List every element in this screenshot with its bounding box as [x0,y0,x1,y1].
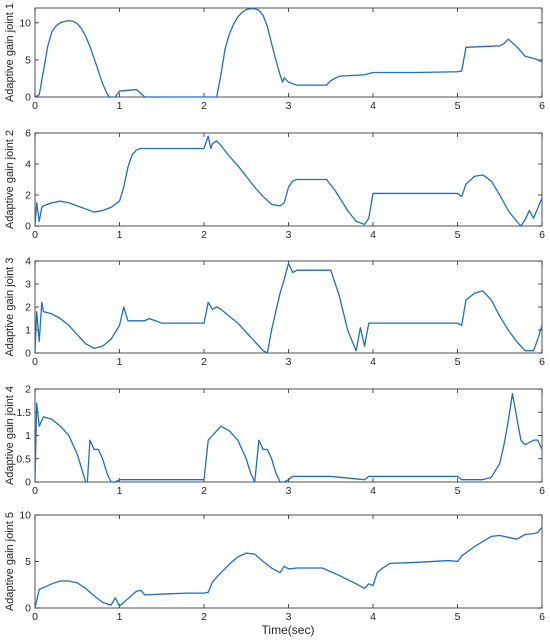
y-axis-label: Adaptive gain joint 3 [4,257,16,356]
y-axis-label: Adaptive gain joint 4 [4,386,16,485]
y-axis-label: Adaptive gain joint 2 [4,130,16,229]
series-line-joint-5 [34,526,543,609]
y-tick-label: 0 [25,92,31,104]
y-tick-label: 1 [25,325,31,337]
y-axis-label: Adaptive gain joint 1 [4,3,16,102]
y-tick-label: 5 [25,54,31,66]
x-tick-label: 2 [201,485,207,497]
x-tick-label: 2 [201,229,207,241]
series-line-joint-3 [34,262,543,354]
y-tick-label: 4 [25,256,31,268]
y-tick-label: 2 [25,384,31,396]
x-tick-label: 5 [455,100,461,112]
x-tick-label: 1 [117,356,123,368]
y-tick-label: 1.5 [16,407,31,419]
subplot-3: 0 1 2 3 4 5 6 0 1 2 3 4 Adaptive gain joint 3 [4,256,545,369]
subplot-2: 0 1 2 3 4 5 6 0 2 4 6 Adaptive gain joint 2 [4,128,545,242]
x-tick-label: 1 [117,485,123,497]
x-tick-label: 5 [455,611,461,623]
y-tick-label: 0 [25,603,31,615]
y-tick-label: 10 [19,17,31,29]
y-tick-label: 4 [25,159,31,171]
x-tick-label: 1 [117,611,123,623]
x-tick-label: 6 [539,100,545,112]
y-tick-label: 2 [25,190,31,202]
x-tick-label: 3 [286,356,292,368]
x-tick-label: 2 [201,100,207,112]
y-tick-label: 5 [25,556,31,568]
y-tick-label: 2 [25,302,31,314]
x-tick-label: 4 [370,229,376,241]
y-tick-label: 0 [25,348,31,360]
x-axis-label: Time(sec) [262,623,315,637]
x-tick-label: 3 [286,611,292,623]
y-tick-label: 0 [25,221,31,233]
y-tick-label: 0 [25,477,31,489]
x-tick-label: 0 [32,356,38,368]
x-tick-label: 0 [32,485,38,497]
x-tick-label: 3 [286,485,292,497]
subplot-4: 0 1 2 3 4 5 6 0 0.5 1 1.5 2 Adaptive gain joint 4 [4,384,545,498]
x-tick-label: 4 [370,611,376,623]
x-tick-label: 2 [201,611,207,623]
y-tick-label: 0.5 [16,453,31,465]
series-line-joint-2 [34,135,543,227]
series-line-joint-4 [34,392,543,483]
y-axis-label: Adaptive gain joint 5 [4,512,16,611]
x-tick-label: 4 [370,485,376,497]
x-tick-label: 6 [539,356,545,368]
x-tick-label: 4 [370,356,376,368]
series-line-joint-1 [34,8,543,98]
x-tick-label: 6 [539,229,545,241]
x-tick-label: 5 [455,356,461,368]
x-tick-label: 3 [286,229,292,241]
y-tick-label: 1 [25,430,31,442]
x-tick-label: 0 [32,100,38,112]
x-tick-label: 4 [370,100,376,112]
x-tick-label: 0 [32,611,38,623]
x-tick-label: 6 [539,485,545,497]
x-tick-label: 1 [117,100,123,112]
x-tick-label: 5 [455,485,461,497]
y-tick-label: 3 [25,279,31,291]
x-tick-label: 3 [286,100,292,112]
x-tick-label: 1 [117,229,123,241]
x-tick-label: 0 [32,229,38,241]
x-tick-label: 6 [539,611,545,623]
y-tick-label: 10 [19,510,31,522]
x-tick-label: 2 [201,356,207,368]
y-tick-label: 6 [25,128,31,140]
x-tick-label: 5 [455,229,461,241]
